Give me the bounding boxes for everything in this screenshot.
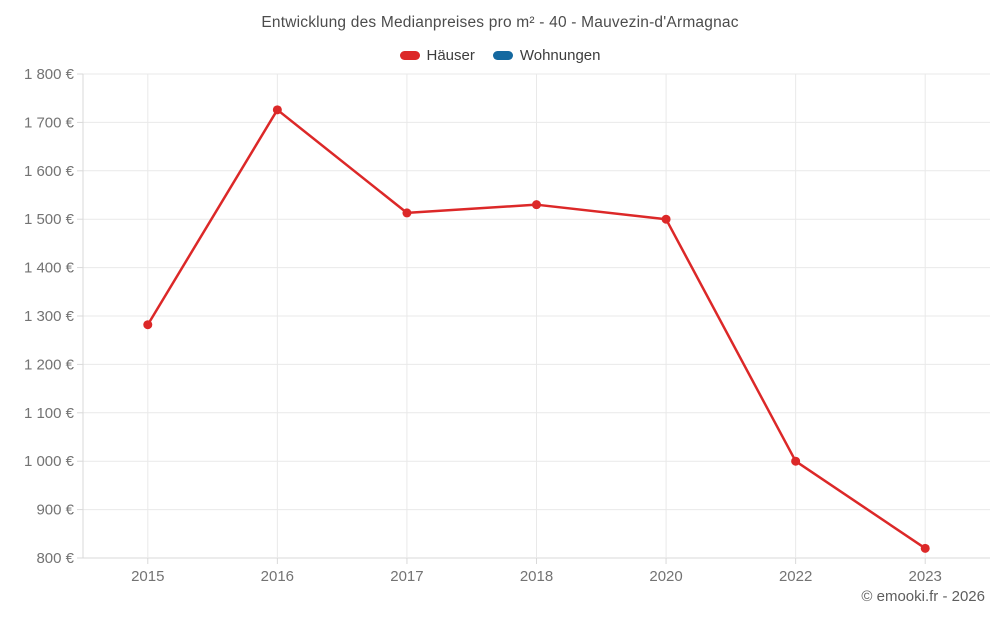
y-axis-label: 1 700 €	[24, 114, 75, 131]
data-point-2023[interactable]	[920, 543, 930, 553]
y-axis-label: 1 500 €	[24, 211, 75, 228]
data-point-2016[interactable]	[272, 105, 282, 115]
x-axis-label: 2018	[520, 568, 553, 585]
wohnungen-legend-label: Wohnungen	[519, 47, 601, 64]
wohnungen-legend-swatch-icon	[492, 51, 513, 60]
x-axis-label: 2020	[649, 568, 682, 585]
y-axis-label: 1 400 €	[24, 260, 75, 277]
legend-item-wohnungen[interactable]: Wohnungen	[492, 47, 601, 64]
data-point-2022[interactable]	[791, 456, 801, 466]
x-axis-label: 2023	[909, 568, 942, 585]
data-point-2018[interactable]	[532, 200, 541, 210]
y-axis-label: 800 €	[36, 550, 74, 567]
y-axis-label: 900 €	[36, 502, 74, 519]
x-axis-label: 2015	[131, 568, 164, 585]
y-axis-label: 1 800 €	[24, 66, 75, 83]
y-axis-label: 1 600 €	[24, 163, 75, 180]
chart-legend: Häuser Wohnungen	[0, 47, 1000, 64]
x-axis-label: 2017	[390, 568, 423, 585]
chart-title: Entwicklung des Medianpreises pro m² - 4…	[261, 14, 739, 31]
y-axis-label: 1 000 €	[24, 453, 75, 470]
y-axis-label: 1 300 €	[24, 308, 75, 325]
hauser-legend-label: Häuser	[426, 47, 475, 64]
y-axis-label: 1 200 €	[24, 356, 75, 373]
hauser-legend-swatch-icon	[399, 51, 420, 60]
x-axis-label: 2016	[261, 568, 294, 585]
legend-item-hauser[interactable]: Häuser	[399, 47, 475, 64]
data-point-2017[interactable]	[402, 208, 412, 218]
copyright-text: © emooki.fr - 2026	[861, 588, 985, 605]
data-point-2015[interactable]	[143, 320, 153, 330]
data-point-2020[interactable]	[661, 214, 671, 224]
x-axis-label: 2022	[779, 568, 812, 585]
y-axis-label: 1 100 €	[24, 405, 75, 422]
